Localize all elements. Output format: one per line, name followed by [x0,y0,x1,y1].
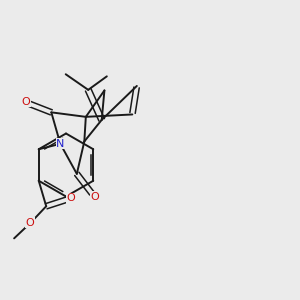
Text: O: O [22,97,31,106]
Text: O: O [67,193,76,203]
Text: O: O [26,218,34,228]
Text: N: N [56,139,64,149]
Text: O: O [90,192,99,202]
